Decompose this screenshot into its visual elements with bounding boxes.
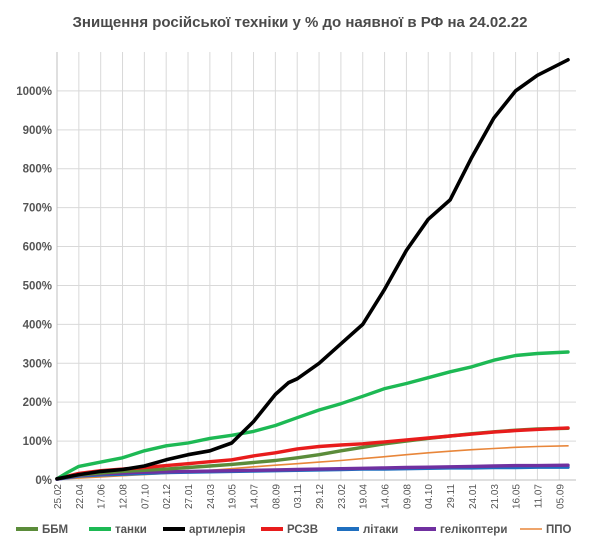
y-tick-label-6: 600% (23, 242, 52, 254)
chart-title: Знищення російської техніки у % до наявн… (73, 14, 528, 31)
x-tick-label-8: 19.05 (228, 484, 239, 509)
legend-label-3: РСЗВ (287, 524, 318, 536)
series-line-1 (55, 350, 570, 481)
x-tick-label-15: 14.06 (381, 484, 392, 509)
x-tick-label-17: 04.10 (424, 484, 435, 509)
x-tick-label-18: 29.11 (446, 484, 457, 509)
x-tick-label-7: 24.03 (206, 484, 217, 509)
x-tick-label-14: 19.04 (359, 484, 370, 509)
legend-label-5: гелікоптери (440, 524, 507, 536)
y-tick-label-10: 1000% (16, 86, 52, 98)
y-tick-label-4: 400% (23, 319, 52, 331)
x-tick-label-2: 17.06 (97, 484, 108, 509)
axes: 0% 100% 200% 300% 400% 500% 600% 700% 800% 900% 10… (16, 52, 576, 509)
x-tick-label-13: 23.02 (337, 484, 348, 509)
x-tick-label-6: 27.01 (184, 484, 195, 509)
x-tick-label-9: 14.07 (250, 484, 261, 509)
grid (56, 52, 576, 481)
x-tick-label-4: 07.10 (140, 484, 151, 509)
y-tick-label-8: 800% (23, 164, 52, 176)
y-tick-label-9: 900% (23, 125, 52, 137)
y-tick-label-5: 500% (23, 280, 52, 292)
x-tick-label-0: 25.02 (53, 484, 64, 509)
x-tick-label-3: 12.08 (119, 484, 130, 509)
x-tick-label-22: 11.07 (533, 484, 544, 509)
y-tick-label-1: 100% (23, 436, 52, 448)
y-tick-label-7: 700% (23, 203, 52, 215)
series-line-2 (55, 57, 570, 481)
x-tick-label-16: 09.08 (402, 484, 413, 509)
x-tick-label-5: 02.12 (162, 484, 173, 509)
legend-label-2: артилерія (189, 524, 245, 536)
x-tick-label-11: 03.11 (293, 484, 304, 509)
x-tick-label-23: 05.09 (555, 484, 566, 509)
x-tick-label-20: 21.03 (490, 484, 501, 509)
x-tick-label-12: 29.12 (315, 484, 326, 509)
x-tick-label-19: 24.01 (468, 484, 479, 509)
x-tick-label-10: 08.09 (271, 484, 282, 509)
legend-label-1: танки (115, 524, 147, 536)
y-tick-label-2: 200% (23, 397, 52, 409)
y-tick-label-0: 0% (35, 475, 52, 487)
y-tick-label-3: 300% (23, 358, 52, 370)
legend-label-6: ППО (546, 524, 572, 536)
legend-label-4: літаки (363, 524, 398, 536)
series-lines (55, 57, 570, 481)
x-tick-label-21: 16.05 (512, 484, 523, 509)
x-tick-label-1: 22.04 (75, 484, 86, 509)
legend: ББМ танки артилерія РСЗВ літаки гелікоптери ПП… (16, 524, 572, 536)
legend-label-0: ББМ (42, 524, 68, 536)
series-line-5 (55, 463, 570, 481)
